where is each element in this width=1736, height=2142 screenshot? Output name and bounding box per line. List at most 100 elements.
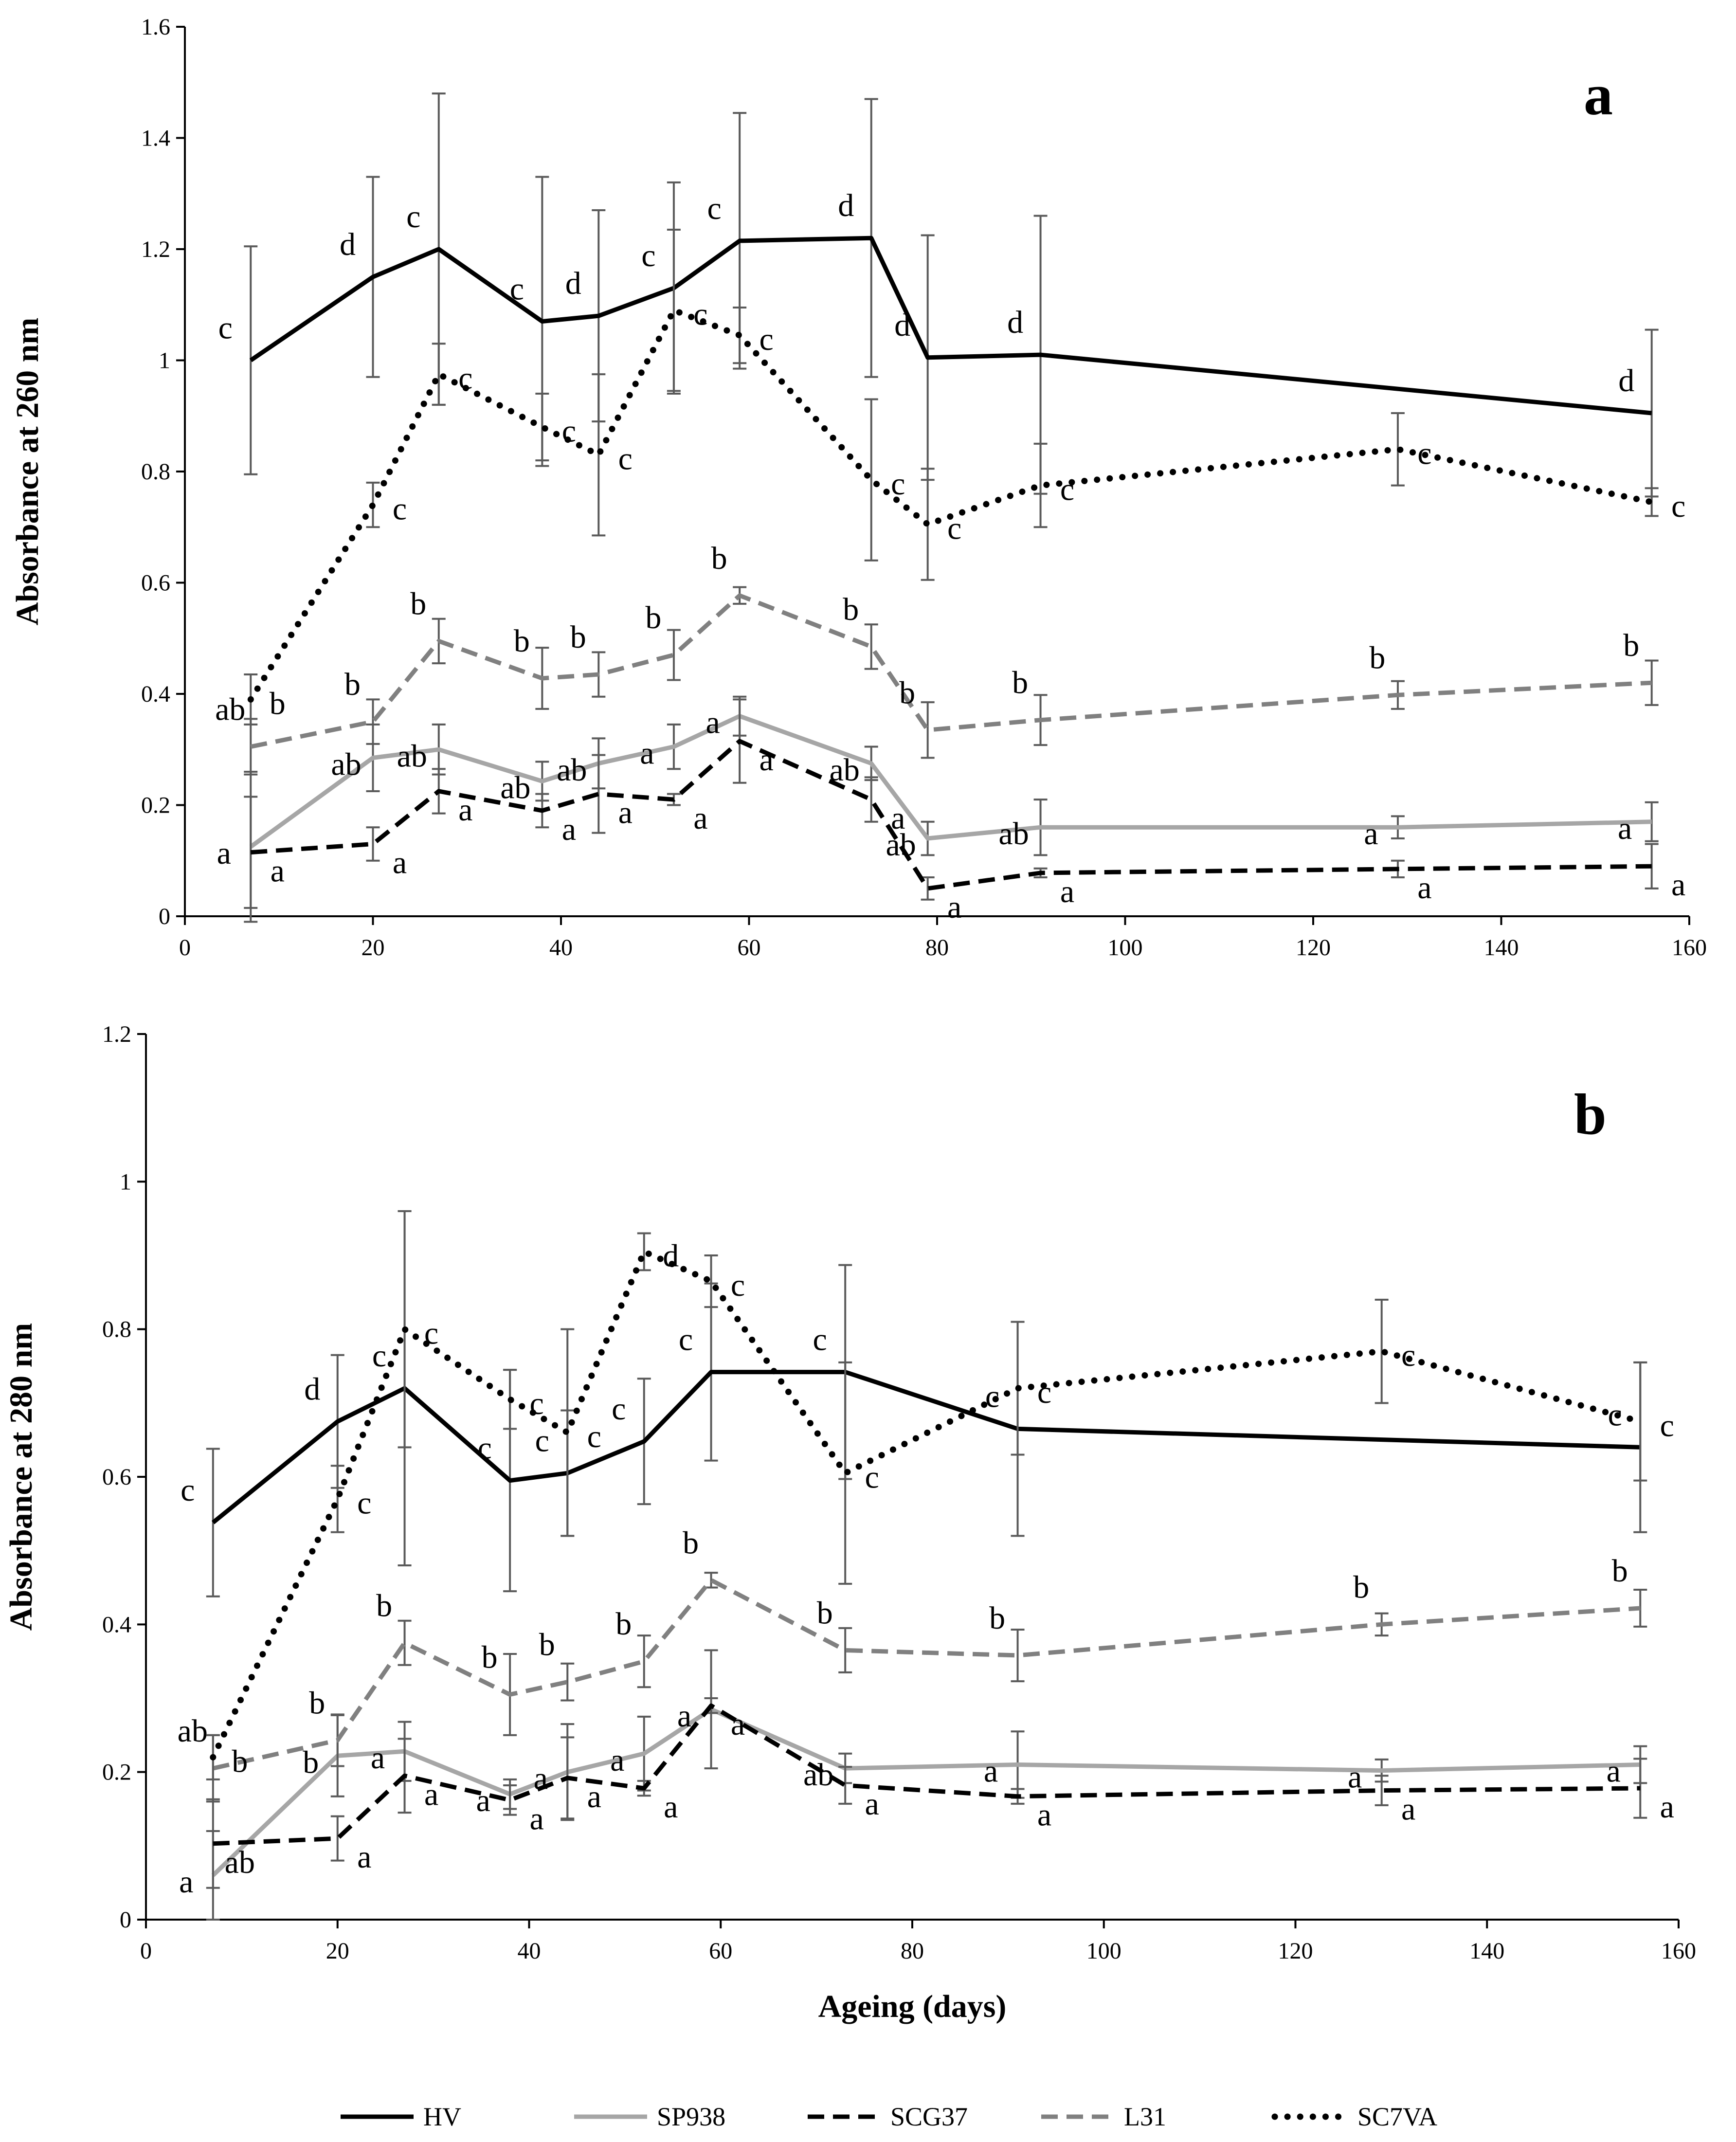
pb-line-sc7va [210, 1248, 1644, 1761]
pb-significance-label: a [610, 1743, 624, 1778]
pb-significance-label: b [539, 1627, 555, 1663]
pa-line-scg37 [250, 739, 1652, 891]
legend-item-l31: L31 [1041, 2102, 1166, 2131]
pa-significance-label: a [1671, 867, 1685, 903]
pb-panel-label: b [1574, 1082, 1607, 1146]
pa-significance-label: b [1623, 628, 1639, 663]
pb-significance-label: c [865, 1459, 879, 1495]
pa-significance-label: a [891, 800, 905, 836]
pa-significance-label: ab [557, 752, 587, 788]
pa-significance-label: c [618, 441, 633, 477]
pa-significance-label: b [1012, 665, 1028, 701]
pb-significance-label: a [664, 1789, 678, 1825]
pa-series-hv: c d c c d c c d d d d [218, 92, 1659, 498]
pb-significance-label: a [731, 1706, 745, 1742]
pa-significance-label: ab [215, 692, 245, 727]
pb-line-sp938 [211, 1707, 1641, 1877]
pb-significance-label: c [372, 1338, 386, 1374]
pb-x-tick-label: 60 [709, 1938, 732, 1964]
legend-label: SP938 [657, 2102, 725, 2131]
pb-significance-label: c [1037, 1375, 1051, 1410]
chart-panel-b: 0 0.2 0.4 0.6 0.8 1 1.2 0 20 40 60 80 100 120 140 160 Ab… [3, 1021, 1696, 2024]
pa-significance-label: c [510, 272, 524, 307]
pa-significance-label: b [270, 686, 286, 721]
pb-significance-label: c [731, 1268, 745, 1303]
pa-significance-label: a [562, 812, 576, 847]
pa-significance-label: ab [998, 816, 1029, 852]
pa-significance-label: d [894, 308, 910, 343]
pb-significance-label: a [1660, 1789, 1674, 1825]
pb-significance-label: c [477, 1431, 491, 1466]
pa-line-sp938 [249, 714, 1652, 849]
legend: HV SP938 SCG37 L31 SC7VA [341, 2102, 1437, 2131]
pb-y-tick-label: 0.4 [102, 1612, 131, 1637]
pa-significance-label: b [843, 592, 859, 627]
pb-significance-label: c [1401, 1338, 1415, 1373]
pb-significance-label: a [534, 1761, 548, 1797]
pb-significance-label: c [535, 1423, 549, 1458]
pb-significance-label: b [303, 1744, 319, 1780]
pa-x-tick-label: 120 [1296, 935, 1331, 961]
pb-line-l31 [212, 1578, 1641, 1771]
pa-significance-label: b [410, 586, 426, 621]
pb-x-tick-label: 40 [518, 1938, 541, 1964]
pa-significance-label: c [641, 238, 655, 273]
pb-x-tick-label: 80 [901, 1938, 924, 1964]
pa-significance-label: ab [331, 746, 361, 782]
pa-significance-label: b [899, 675, 915, 710]
pb-significance-label: a [1607, 1754, 1621, 1789]
pb-y-tick-label: 1 [120, 1169, 131, 1195]
pa-x-tick-label: 0 [179, 935, 191, 961]
pa-line-sc7va [247, 307, 1655, 703]
pa-significance-label: a [1364, 816, 1378, 852]
pb-x-tick-label: 160 [1661, 1938, 1696, 1964]
pb-y-tick-label: 0.8 [102, 1317, 131, 1343]
pb-significance-label: a [1401, 1792, 1415, 1827]
pa-y-axis-title: Absorbance at 260 nm [10, 318, 45, 626]
pb-series-hv: c d c c c c c c c c [181, 1210, 1647, 1597]
pa-significance-label: c [1671, 489, 1685, 524]
pa-y-tick-label: 0.8 [141, 459, 170, 485]
pa-x-tick-label: 60 [738, 935, 761, 961]
pb-significance-label: d [663, 1238, 679, 1273]
pa-significance-label: c [947, 511, 961, 546]
pb-significance-label: c [679, 1322, 693, 1358]
chart-panel-a: 0 0.2 0.4 0.6 0.8 1 1.2 1.4 1.6 0 20 40 60 80 100 120 14… [10, 14, 1707, 961]
pa-significance-label: b [514, 623, 530, 659]
pa-significance-label: ab [500, 770, 530, 805]
pa-significance-label: a [271, 853, 285, 889]
pa-x-tick-label: 140 [1484, 935, 1519, 961]
pb-significance-label: ab [225, 1845, 255, 1880]
pb-y-tick-label: 0.6 [102, 1464, 131, 1490]
pb-significance-label: a [529, 1801, 543, 1836]
pa-y-tick-label: 1.4 [141, 126, 170, 151]
pa-y-tick-label: 1.6 [141, 14, 170, 40]
pa-significance-label: c [458, 361, 472, 396]
pa-significance-label: c [218, 310, 233, 346]
pa-line-l31 [250, 593, 1652, 749]
pb-significance-label: b [376, 1588, 392, 1623]
pb-significance-label: b [482, 1639, 498, 1675]
pa-panel-label: a [1584, 62, 1613, 127]
pb-significance-label: c [612, 1391, 626, 1427]
pa-significance-label: a [217, 835, 231, 871]
pa-x-tick-label: 20 [362, 935, 385, 961]
pa-significance-label: a [458, 792, 472, 828]
pa-significance-label: b [711, 541, 727, 576]
pb-significance-label: b [232, 1743, 248, 1779]
pa-significance-label: d [1618, 363, 1634, 399]
pb-significance-label: c [813, 1322, 827, 1358]
legend-label: L31 [1124, 2102, 1166, 2131]
pa-significance-label: a [693, 800, 707, 836]
pa-significance-label: b [344, 667, 361, 702]
pa-significance-label: a [1417, 870, 1431, 906]
pb-x-axis-title: Ageing (days) [818, 1989, 1007, 2024]
pa-significance-label: d [340, 227, 356, 262]
pa-x-tick-label: 160 [1672, 935, 1707, 961]
pb-significance-label: a [357, 1839, 371, 1875]
pb-significance-label: d [304, 1371, 320, 1407]
pa-significance-label: a [1618, 811, 1632, 846]
